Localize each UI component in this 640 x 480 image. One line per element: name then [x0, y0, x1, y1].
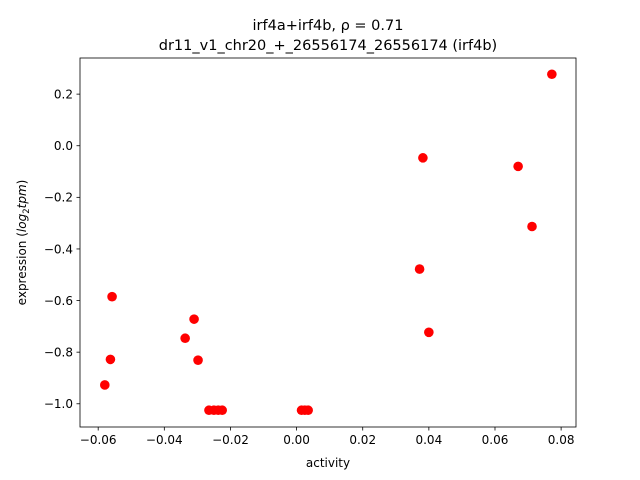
- x-tick-label: 0.02: [349, 433, 376, 447]
- data-point: [303, 405, 313, 416]
- y-tick-label: 0.2: [54, 87, 73, 101]
- data-point: [105, 354, 116, 365]
- data-point: [424, 327, 434, 338]
- data-point: [180, 333, 190, 344]
- data-point: [100, 380, 110, 390]
- y-tick-label: −0.8: [44, 345, 73, 359]
- data-point: [513, 161, 523, 172]
- x-tick-label: −0.02: [212, 433, 249, 447]
- data-point: [414, 264, 425, 274]
- data-point: [193, 355, 203, 365]
- data-point: [527, 221, 537, 232]
- x-tick-label: 0.08: [548, 433, 575, 447]
- x-tick-label: 0.04: [415, 433, 442, 447]
- x-tick-label: 0.00: [283, 433, 310, 447]
- x-tick-label: 0.06: [482, 433, 509, 447]
- x-tick-label: −0.06: [80, 433, 117, 447]
- y-axis-ticks: 0.2 0.0 −0.2 −0.4 −0.6 −0.8 −1.0: [44, 87, 80, 411]
- y-tick-label: −0.2: [44, 191, 73, 205]
- data-point: [547, 69, 557, 80]
- y-tick-label: 0.0: [54, 139, 73, 153]
- data-point: [189, 314, 199, 324]
- chart-title-line-1: irf4a+irf4b, ρ = 0.71: [253, 18, 404, 34]
- y-tick-label: −1.0: [44, 397, 73, 411]
- data-point: [107, 291, 117, 302]
- y-axis-label: expression (log2tpm): [15, 180, 32, 306]
- data-points: [100, 69, 557, 416]
- data-point: [418, 153, 428, 163]
- plot-frame: [79, 57, 577, 428]
- y-tick-label: −0.4: [44, 242, 73, 256]
- chart-title-line-2: dr11_v1_chr20_+_26556174_26556174 (irf4b…: [159, 38, 497, 54]
- y-tick-label: −0.6: [44, 294, 73, 308]
- data-point: [217, 405, 227, 416]
- x-axis-ticks: −0.06 −0.04 −0.02 0.00 0.02 0.04 0.06 0.08: [80, 427, 575, 447]
- x-tick-label: −0.04: [146, 433, 183, 447]
- x-axis-label: activity: [306, 456, 350, 470]
